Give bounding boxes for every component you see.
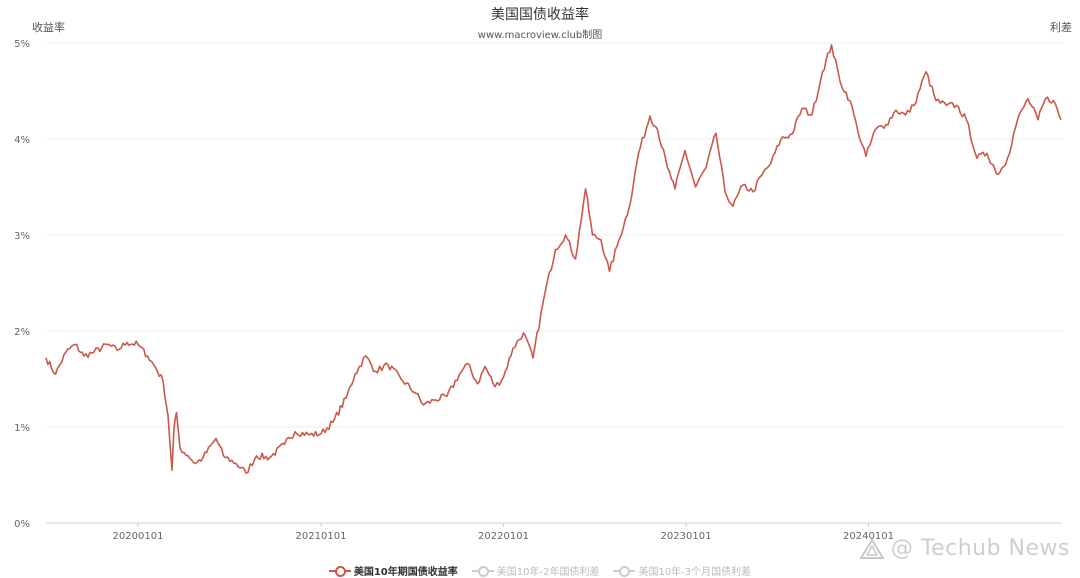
x-tick-label: 20220101 (478, 531, 529, 542)
legend-label: 美国10年-3个月国债利差 (638, 567, 752, 578)
legend-item-10y-2y-spread[interactable]: 美国10年-2年国债利差 (471, 563, 600, 578)
y-tick-label: 1% (14, 423, 30, 434)
x-tick-label: 20200101 (113, 531, 164, 542)
x-tick-label: 20210101 (296, 531, 347, 542)
chart-subtitle: www.macroview.club制图 (477, 30, 603, 41)
y-tick-label: 3% (14, 231, 30, 242)
legend-item-10y-yield[interactable]: 美国10年期国债收益率 (328, 563, 458, 578)
legend: 美国10年期国债收益率 美国10年-2年国债利差 美国10年-3个月国债利差 (0, 563, 1080, 578)
legend-label: 美国10年期国债收益率 (353, 567, 458, 578)
y-axis-right-label: 利差 (1050, 21, 1072, 34)
x-tick-label: 20240101 (843, 531, 894, 542)
legend-item-10y-3m-spread[interactable]: 美国10年-3个月国债利差 (613, 563, 751, 578)
x-tick-label: 20230101 (661, 531, 712, 542)
y-tick-label: 4% (14, 135, 30, 146)
legend-marker-icon (471, 565, 494, 577)
techub-logo-icon (859, 537, 885, 559)
legend-marker-icon (613, 565, 636, 577)
legend-marker-icon (328, 565, 351, 577)
y-axis-left-label: 收益率 (32, 21, 65, 34)
legend-label: 美国10年-2年国债利差 (496, 567, 600, 578)
y-tick-label: 5% (14, 39, 30, 50)
y-tick-label: 2% (14, 327, 30, 338)
watermark-text: @ Techub News (890, 536, 1070, 561)
series-line-10y-yield (45, 44, 1062, 474)
y-tick-label: 0% (14, 519, 30, 530)
chart-title: 美国国债收益率 (491, 7, 589, 23)
watermark: @ Techub News (859, 536, 1070, 561)
